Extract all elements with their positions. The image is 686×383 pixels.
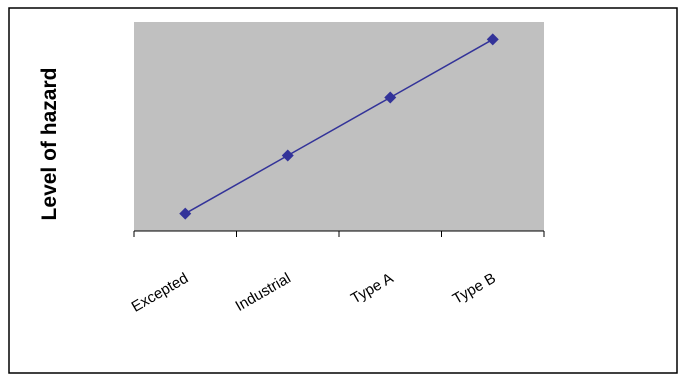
data-point-marker [281,149,294,162]
series-line [184,38,494,215]
data-point-marker [486,33,499,46]
series-group [179,33,499,220]
data-point-marker [179,207,192,220]
data-point-marker [384,91,397,104]
x-axis-ticks [133,231,545,237]
y-axis-label: Level of hazard [38,68,61,221]
